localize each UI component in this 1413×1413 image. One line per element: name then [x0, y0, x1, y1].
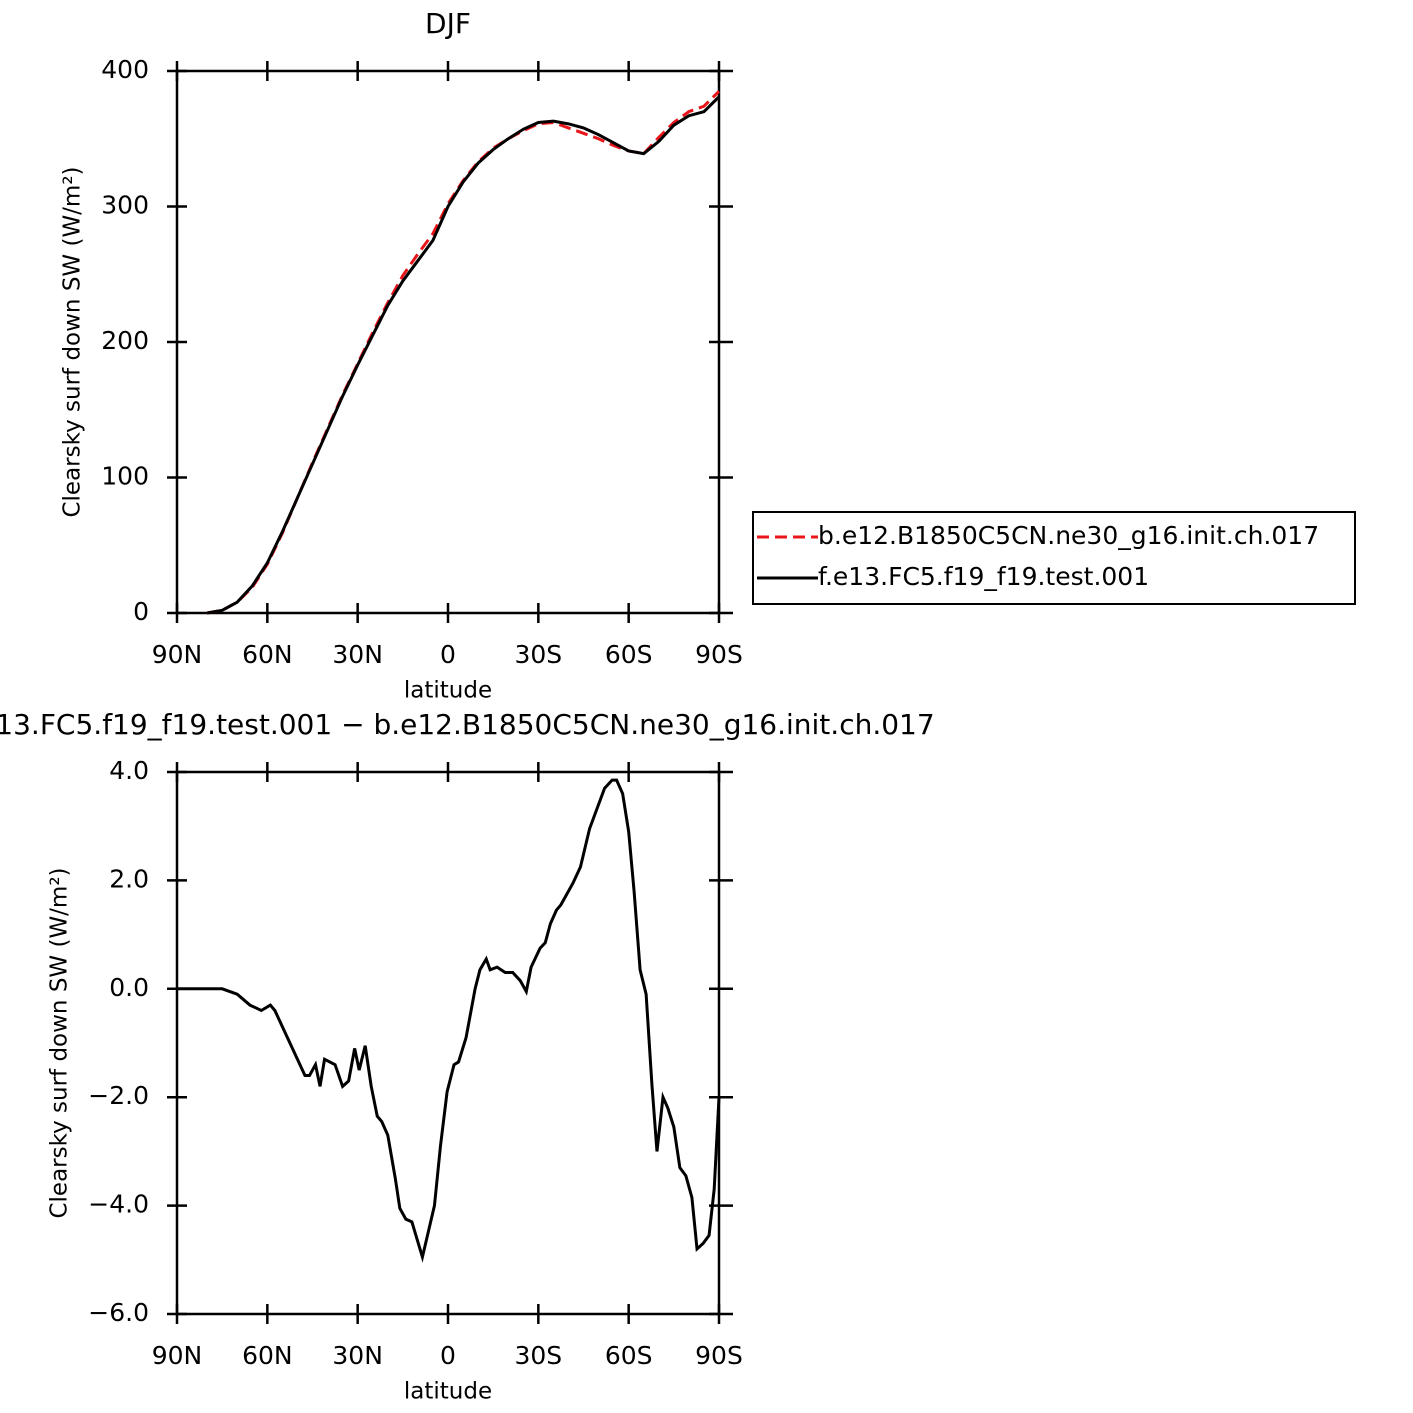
x-tick-label: 30N: [332, 1341, 383, 1370]
x-tick-label: 90N: [152, 640, 203, 669]
x-tick-label: 90N: [152, 1341, 203, 1370]
y-tick-label: 400: [101, 55, 149, 84]
plot-frame: [175, 770, 721, 1316]
x-tick-label: 0: [440, 1341, 456, 1370]
data-line: [206, 95, 721, 615]
y-tick-label: 2.0: [109, 864, 149, 893]
y-tick-label: −6.0: [88, 1298, 149, 1327]
y-tick-label: −4.0: [88, 1190, 149, 1219]
y-axis-label: Clearsky surf down SW (W/m²): [47, 867, 73, 1218]
data-line: [206, 90, 721, 615]
x-axis-label: latitude: [404, 1379, 492, 1405]
x-tick-label: 30N: [332, 640, 383, 669]
x-tick-label: 60S: [605, 640, 653, 669]
chart-title: DJF: [425, 7, 471, 40]
x-tick-label: 60N: [242, 1341, 293, 1370]
y-tick-label: 0: [133, 597, 149, 626]
y-tick-label: 300: [101, 191, 149, 220]
x-tick-label: 90S: [695, 1341, 743, 1370]
y-axis-label: Clearsky surf down SW (W/m²): [60, 166, 86, 517]
data-line: [177, 778, 721, 1263]
legend-box: [752, 511, 1356, 605]
x-tick-label: 60N: [242, 640, 293, 669]
y-tick-label: 0.0: [109, 973, 149, 1002]
x-tick-label: 0: [440, 640, 456, 669]
x-tick-label: 90S: [695, 640, 743, 669]
x-axis-label: latitude: [404, 678, 492, 704]
y-tick-label: 100: [101, 462, 149, 491]
x-tick-label: 60S: [605, 1341, 653, 1370]
legend-label: f.e13.FC5.f19_f19.test.001: [818, 562, 1149, 591]
y-tick-label: 4.0: [109, 756, 149, 785]
x-tick-label: 30S: [514, 1341, 562, 1370]
chart-title: f.e13.FC5.f19_f19.test.001 − b.e12.B1850…: [0, 708, 935, 741]
y-tick-label: −2.0: [88, 1081, 149, 1110]
legend-label: b.e12.B1850C5CN.ne30_g16.init.ch.017: [818, 521, 1319, 550]
y-tick-label: 200: [101, 326, 149, 355]
x-tick-label: 30S: [514, 640, 562, 669]
